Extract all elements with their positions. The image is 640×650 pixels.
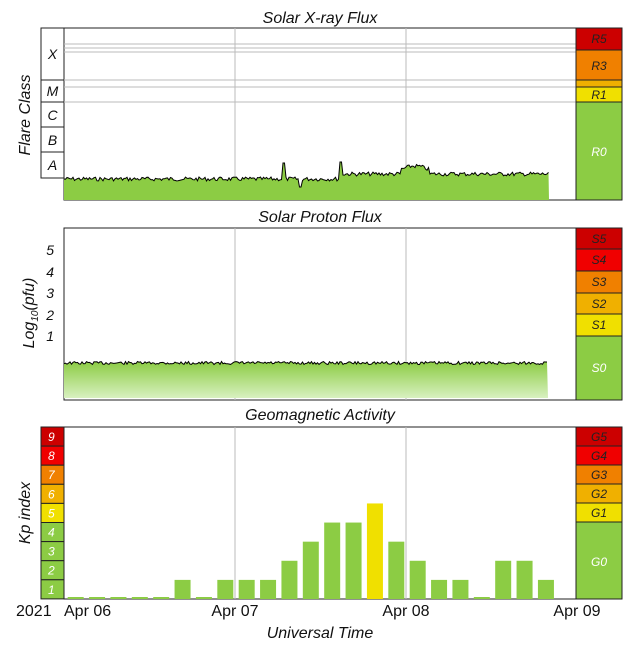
kp-level-column: 9 8 7 6 5 4 3 2 1 — [40, 426, 65, 600]
kp-bar — [89, 597, 106, 599]
r5-label: R5 — [591, 32, 607, 46]
year-label: 2021 — [16, 603, 52, 620]
kp-level-label: 1 — [48, 583, 55, 597]
proton-ylabel-unit: (pfu) — [21, 278, 38, 311]
proton-ytick: 5 — [46, 242, 54, 258]
kp-level-label: 3 — [48, 545, 55, 559]
kp-bar — [495, 560, 512, 599]
kp-bar — [110, 597, 127, 599]
s4-label: S4 — [592, 253, 607, 267]
proton-panel: Solar Proton Flux Log10(pfu) 5 4 3 2 1 — [21, 209, 623, 401]
kp-bar — [537, 579, 554, 599]
x-tick-apr09: Apr 09 — [553, 603, 600, 620]
kp-bar — [153, 597, 170, 599]
xray-gridlines — [64, 28, 576, 200]
proton-y-axis-label: Log10(pfu) — [21, 278, 41, 349]
kp-bar — [452, 579, 469, 599]
g-scale: G5 G4 G3 G2 G1 G0 — [575, 426, 623, 600]
proton-y-ticks: 5 4 3 2 1 — [45, 242, 54, 344]
x-axis-label: Universal Time — [267, 625, 374, 642]
kp-level-label: 2 — [47, 564, 55, 578]
kp-level-label: 7 — [48, 468, 56, 482]
kp-bar — [431, 579, 448, 599]
r0-band — [575, 101, 623, 201]
kp-bar — [516, 560, 533, 599]
g4-label: G4 — [591, 449, 607, 463]
g0-band — [575, 521, 623, 600]
kp-level-label: 8 — [48, 449, 55, 463]
proton-ylabel-log: Log — [21, 322, 38, 349]
g0-label: G0 — [591, 555, 607, 569]
kp-bars — [67, 503, 554, 599]
g2-label: G2 — [591, 487, 607, 501]
kp-bar — [324, 522, 341, 599]
kp-bar — [260, 579, 277, 599]
xray-flux-trace — [63, 161, 549, 188]
flare-class-b: B — [48, 132, 57, 148]
proton-ylabel-sub: 10 — [30, 310, 41, 322]
kp-level-label: 6 — [48, 487, 55, 501]
proton-title: Solar Proton Flux — [258, 209, 383, 226]
s-scale: S5 S4 S3 S2 S1 S0 — [575, 227, 623, 401]
flare-class-a: A — [47, 157, 57, 173]
kp-level-label: 9 — [48, 430, 55, 444]
r2-band — [575, 79, 623, 88]
g1-label: G1 — [591, 506, 607, 520]
xray-title: Solar X-ray Flux — [263, 10, 379, 27]
kp-level-label: 4 — [48, 526, 55, 540]
r1-label: R1 — [591, 88, 606, 102]
s2-label: S2 — [592, 297, 607, 311]
flare-class-x: X — [47, 46, 58, 62]
kp-bar — [345, 522, 362, 599]
kp-bar — [67, 597, 84, 599]
kp-bar — [409, 560, 426, 599]
kp-bar — [366, 503, 383, 599]
xray-y-axis-label: Flare Class — [17, 75, 34, 156]
x-tick-apr08: Apr 08 — [382, 603, 429, 620]
kp-bar — [174, 579, 191, 599]
kp-bar — [217, 579, 234, 599]
kp-bar — [302, 541, 319, 599]
kp-bar — [195, 597, 212, 599]
flare-class-c: C — [47, 107, 58, 123]
kp-bar — [281, 560, 298, 599]
kp-gridlines — [234, 427, 407, 599]
kp-bar — [238, 579, 255, 599]
proton-flux-trace — [63, 360, 547, 366]
xray-panel: Solar X-ray Flux Flare Class X M C B A — [17, 10, 623, 201]
proton-ytick: 3 — [46, 285, 54, 301]
g5-label: G5 — [591, 430, 607, 444]
kp-title: Geomagnetic Activity — [245, 407, 396, 424]
xray-flux-fill — [64, 162, 549, 200]
kp-bar — [388, 541, 405, 599]
kp-panel: Geomagnetic Activity Kp index 987654321 … — [16, 407, 623, 642]
s3-label: S3 — [592, 275, 607, 289]
proton-ytick: 2 — [45, 307, 54, 323]
kp-plot-frame — [63, 426, 577, 600]
proton-ytick: 4 — [46, 264, 54, 280]
g3-label: G3 — [591, 468, 607, 482]
x-tick-apr06: Apr 06 — [64, 603, 111, 620]
s5-label: S5 — [592, 232, 607, 246]
proton-flux-fill — [64, 361, 548, 398]
s0-label: S0 — [592, 361, 607, 375]
proton-ytick: 1 — [46, 328, 54, 344]
r-scale: R5 R3 R1 R0 — [575, 27, 623, 201]
r3-label: R3 — [591, 59, 607, 73]
s0-band — [575, 335, 623, 401]
kp-bar — [473, 597, 490, 599]
r0-label: R0 — [591, 145, 607, 159]
flare-class-column: X M C B A — [40, 27, 65, 179]
kp-bar — [131, 597, 148, 599]
kp-y-axis-label: Kp index — [17, 481, 34, 544]
kp-level-label: 5 — [48, 506, 55, 520]
x-tick-apr07: Apr 07 — [211, 603, 258, 620]
s1-label: S1 — [592, 318, 607, 332]
flare-class-m: M — [47, 83, 59, 99]
